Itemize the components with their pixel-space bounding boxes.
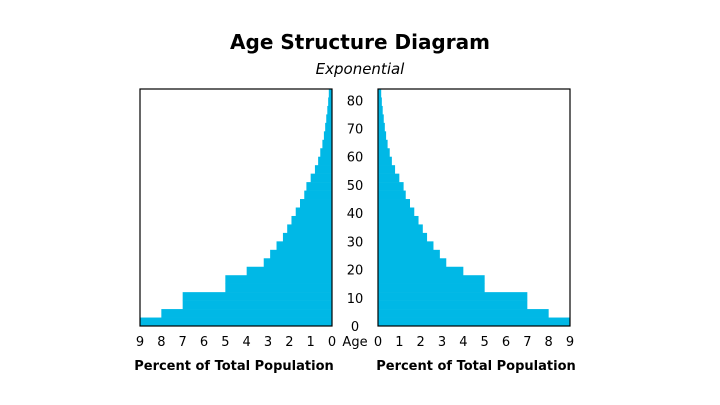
bar-right-age-36 (378, 215, 419, 225)
right-percent-tick-8: 8 (545, 335, 553, 350)
bar-right-age-81 (378, 89, 382, 98)
age-axis-label: Age (342, 335, 367, 350)
age-tick-0: 0 (351, 320, 359, 335)
age-tick-70: 70 (347, 123, 364, 138)
bar-right-age-15 (378, 275, 485, 284)
bar-left-age-9 (182, 292, 332, 301)
bar-left-age-54 (314, 165, 332, 174)
right-percent-tick-1: 1 (395, 335, 403, 350)
chart-title: Age Structure Diagram (230, 30, 490, 54)
right-x-axis-title: Percent of Total Population (376, 359, 576, 374)
bar-left-age-3 (161, 309, 332, 318)
bar-left-age-30 (282, 232, 332, 242)
right-percent-tick-6: 6 (502, 335, 510, 350)
bar-left-age-66 (323, 131, 332, 141)
bar-right-age-12 (378, 283, 485, 293)
right-percent-tick-4: 4 (459, 335, 467, 350)
right-percent-tick-7: 7 (523, 335, 531, 350)
bar-left-age-45 (304, 190, 332, 200)
left-percent-tick-4: 4 (243, 335, 251, 350)
bar-right-age-0 (378, 317, 570, 327)
bar-left-age-72 (326, 114, 332, 124)
bar-left-age-12 (225, 283, 332, 293)
left-percent-tick-6: 6 (200, 335, 208, 350)
age-tick-60: 60 (347, 151, 364, 166)
bar-left-age-6 (182, 300, 332, 310)
age-tick-80: 80 (347, 94, 364, 109)
bar-left-age-69 (325, 122, 332, 132)
left-percent-tick-7: 7 (179, 335, 187, 350)
left-percent-tick-3: 3 (264, 335, 272, 350)
age-tick-40: 40 (347, 207, 364, 222)
bar-left-age-81 (328, 89, 332, 98)
bar-right-age-69 (378, 122, 385, 132)
bar-right-age-3 (378, 309, 549, 318)
right-percent-tick-2: 2 (417, 335, 425, 350)
bar-right-age-78 (378, 97, 382, 107)
bar-right-age-57 (378, 156, 392, 166)
bar-right-age-33 (378, 224, 423, 234)
right-percent-tick-3: 3 (438, 335, 446, 350)
right-percent-tick-5: 5 (481, 335, 489, 350)
bar-right-age-45 (378, 190, 406, 200)
left-x-axis-title: Percent of Total Population (134, 359, 334, 374)
bar-left-age-42 (300, 199, 332, 208)
left-percent-tick-0: 0 (328, 335, 336, 350)
bar-left-age-0 (140, 317, 332, 327)
bar-right-age-30 (378, 232, 428, 242)
left-percent-tick-8: 8 (157, 335, 165, 350)
bar-right-age-54 (378, 165, 396, 174)
bar-left-age-24 (270, 249, 332, 259)
age-tick-10: 10 (347, 292, 364, 307)
bar-left-age-39 (295, 207, 332, 217)
bar-right-age-66 (378, 131, 387, 141)
bar-right-age-27 (378, 241, 434, 251)
bar-right-age-21 (378, 258, 447, 268)
bar-left-age-48 (306, 182, 332, 191)
bar-right-age-48 (378, 182, 404, 191)
bar-left-age-57 (318, 156, 332, 166)
bar-left-age-36 (291, 215, 332, 225)
age-tick-50: 50 (347, 179, 364, 194)
age-tick-20: 20 (347, 264, 364, 279)
bar-left-age-15 (225, 275, 332, 284)
bar-left-age-60 (320, 148, 332, 158)
chart-subtitle: Exponential (315, 60, 405, 78)
right-percent-tick-9: 9 (566, 335, 574, 350)
bar-right-age-39 (378, 207, 415, 217)
bar-left-age-21 (263, 258, 332, 268)
bar-right-age-6 (378, 300, 528, 310)
right-percent-tick-0: 0 (374, 335, 382, 350)
bar-right-age-60 (378, 148, 390, 158)
bar-right-age-51 (378, 173, 400, 183)
bar-right-age-72 (378, 114, 384, 124)
left-percent-tick-9: 9 (136, 335, 144, 350)
left-percent-tick-5: 5 (221, 335, 229, 350)
bar-left-age-27 (276, 241, 332, 251)
left-percent-tick-1: 1 (307, 335, 315, 350)
bar-left-age-63 (322, 139, 332, 149)
bar-right-age-18 (378, 266, 464, 276)
bar-right-age-63 (378, 139, 388, 149)
left-percent-tick-2: 2 (285, 335, 293, 350)
bar-right-age-24 (378, 249, 440, 259)
bar-right-age-42 (378, 199, 410, 208)
age-tick-30: 30 (347, 235, 364, 250)
bar-right-age-9 (378, 292, 528, 301)
bar-left-age-78 (328, 97, 332, 107)
bar-left-age-18 (246, 266, 332, 276)
bar-left-age-75 (327, 105, 332, 115)
bar-left-age-33 (287, 224, 332, 234)
left-plot-frame (139, 88, 333, 327)
bar-left-age-51 (310, 173, 332, 183)
bar-right-age-75 (378, 105, 383, 115)
right-plot-frame (377, 88, 571, 327)
